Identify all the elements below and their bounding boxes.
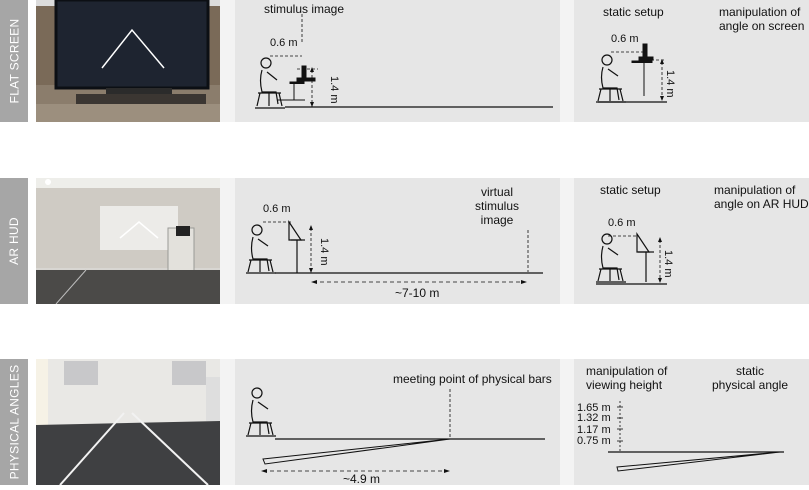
stimulus-image-label: stimulus image bbox=[264, 2, 344, 16]
meeting-point-label: meeting point of physical bars bbox=[393, 372, 552, 386]
height-label-1: 1.65 m bbox=[577, 402, 611, 414]
manipulation-label-line1: manipulation of bbox=[586, 364, 668, 378]
static-setup-label: static setup bbox=[600, 183, 661, 197]
person-seated-icon bbox=[596, 233, 626, 283]
distance-label: 0.6 m bbox=[611, 33, 639, 45]
height-label: 1.4 m bbox=[328, 76, 340, 104]
distance-label: 0.6 m bbox=[263, 203, 291, 215]
manipulation-label-line1: manipulation of bbox=[719, 5, 801, 19]
person-seated-icon bbox=[246, 224, 276, 274]
distance-label: 0.6 m bbox=[608, 217, 636, 229]
manipulation-label-line2: angle on AR HUD bbox=[714, 197, 809, 211]
physical-angles-setup-diagram: meeting point of physical bars ~4.9 m bbox=[235, 359, 560, 486]
manipulation-label-line1: manipulation of bbox=[714, 183, 796, 197]
monitor-desk-icon bbox=[277, 65, 316, 101]
physical-angles-manipulation-diagram: manipulation of viewing height static ph… bbox=[574, 359, 809, 485]
height-label: 1.4 m bbox=[318, 238, 330, 266]
distance-range-label: ~7-10 m bbox=[395, 286, 439, 300]
photo-physical-angles bbox=[36, 359, 220, 485]
virtual-image-label-line3: image bbox=[481, 213, 514, 227]
distance-label: 0.6 m bbox=[270, 37, 298, 49]
photo-ar-hud bbox=[36, 178, 220, 304]
virtual-image-label-line1: virtual bbox=[481, 185, 513, 199]
ar-hud-manipulation-diagram: static setup manipulation of angle on AR… bbox=[574, 178, 809, 304]
person-seated-icon bbox=[246, 387, 276, 437]
person-seated-icon bbox=[255, 57, 285, 109]
row-label-ar-hud: AR HUD bbox=[0, 178, 28, 304]
hud-combiner-icon bbox=[288, 220, 305, 273]
height-label-2: 1.32 m bbox=[577, 412, 611, 424]
static-angle-label-line1: static bbox=[736, 364, 764, 378]
row-label-physical-angles: PHYSICAL ANGLES bbox=[0, 359, 28, 485]
manipulation-label-line2: viewing height bbox=[586, 378, 663, 392]
monitor-desk-icon bbox=[631, 43, 654, 96]
photo-flat-screen bbox=[36, 0, 220, 122]
flat-screen-manipulation-diagram: static setup manipulation of angle on sc… bbox=[574, 0, 809, 122]
static-angle-label-line2: physical angle bbox=[712, 378, 788, 392]
person-seated-icon bbox=[596, 54, 626, 103]
virtual-image-label-line2: stimulus bbox=[475, 199, 519, 213]
flat-screen-setup-diagram: stimulus image 0.6 m 1.4 m bbox=[235, 0, 560, 122]
row-label-flat-screen: FLAT SCREEN bbox=[0, 0, 28, 122]
ar-hud-setup-diagram: 0.6 m virtual stimulus image 1.4 m ~7-10… bbox=[235, 178, 560, 304]
distance-range-label: ~4.9 m bbox=[343, 472, 380, 485]
height-label-4: 0.75 m bbox=[577, 435, 611, 447]
height-label: 1.4 m bbox=[664, 70, 676, 98]
hud-combiner-icon bbox=[636, 232, 654, 282]
manipulation-label-line2: angle on screen bbox=[719, 19, 804, 33]
static-setup-label: static setup bbox=[603, 5, 664, 19]
height-label-3: 1.17 m bbox=[577, 424, 611, 436]
height-label: 1.4 m bbox=[662, 250, 674, 278]
